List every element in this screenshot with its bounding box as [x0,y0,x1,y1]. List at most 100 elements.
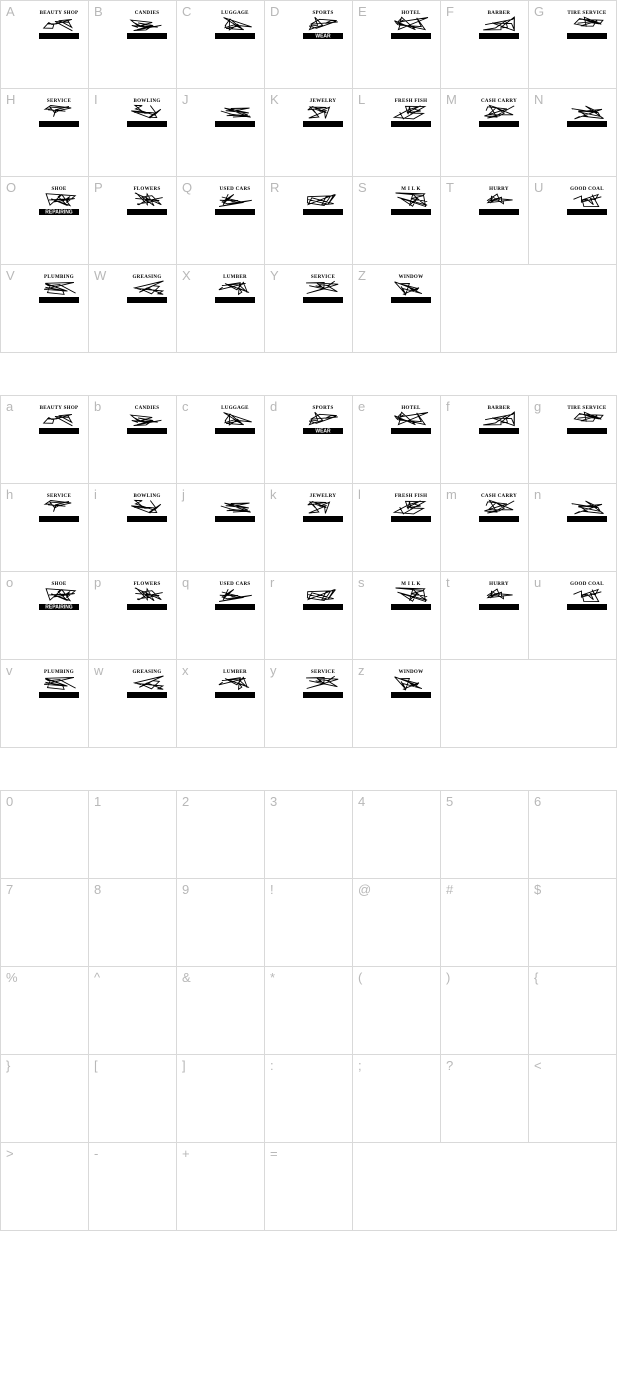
charmap-cell-label: S [358,181,367,194]
svg-text:BOWLING: BOWLING [133,494,160,499]
charmap-cell: 4 [353,791,441,879]
glyph-preview: SHOE REPAIRING [36,578,82,612]
charmap-cell-label: = [270,1147,278,1160]
charmap-cell-label: 4 [358,795,365,808]
charmap-cell-label: R [270,181,279,194]
charmap-cell-label: 5 [446,795,453,808]
charmap-cell: S M I L K [353,177,441,265]
glyph-preview: BARBER [476,7,522,41]
charmap-cell: o SHOE REPAIRING [1,572,89,660]
charmap-cell: f BARBER [441,396,529,484]
svg-text:BEAUTY SHOP: BEAUTY SHOP [40,11,79,16]
charmap-cell [529,660,617,748]
charmap-cell: Q USED CARS [177,177,265,265]
charmap-block-symbols: 0123456789!@#$%^&*(){}[]:;?<>-+= [0,790,617,1231]
glyph-preview: GOOD COAL [564,183,610,217]
glyph-preview: HOTEL [388,7,434,41]
charmap-cell: ) [441,967,529,1055]
glyph-preview [212,490,258,524]
charmap-cell-label: ( [358,971,362,984]
svg-text:PLUMBING: PLUMBING [44,670,74,675]
charmap-cell: g TIRE SERVICE [529,396,617,484]
charmap-cell-label: A [6,5,15,18]
charmap-cell: - [89,1143,177,1231]
svg-text:CASH CARRY: CASH CARRY [481,494,517,499]
charmap-cell [441,265,529,353]
charmap-cell: ( [353,967,441,1055]
charmap-cell: W GREASING [89,265,177,353]
svg-text:FLOWERS: FLOWERS [133,187,160,192]
svg-text:FLOWERS: FLOWERS [133,582,160,587]
charmap-cell-label: ] [182,1059,186,1072]
glyph-preview: LUMBER [212,271,258,305]
charmap-cell-label: F [446,5,454,18]
charmap-cell-label: [ [94,1059,98,1072]
charmap-cell: s M I L K [353,572,441,660]
charmap-cell: c LUGGAGE [177,396,265,484]
charmap-block-uppercase: A BEAUTY SHOP B CANDIES C LUGGAGE D SPOR… [0,0,617,353]
charmap-cell-label: o [6,576,13,589]
charmap-cell: 9 [177,879,265,967]
glyph-preview: GREASING [124,666,170,700]
charmap-cell: F BARBER [441,1,529,89]
charmap-cell-label: 1 [94,795,101,808]
charmap-cell: n [529,484,617,572]
charmap-cell: 6 [529,791,617,879]
glyph-preview: LUGGAGE [212,402,258,436]
charmap-cell: & [177,967,265,1055]
charmap-cell: p FLOWERS [89,572,177,660]
svg-text:TIRE SERVICE: TIRE SERVICE [567,406,606,411]
charmap-cell: j [177,484,265,572]
charmap-cell: [ [89,1055,177,1143]
glyph-preview: BARBER [476,402,522,436]
charmap-cell-label: ^ [94,971,100,984]
charmap-cell [353,1143,441,1231]
charmap-cell-label: I [94,93,98,106]
svg-text:WINDOW: WINDOW [399,670,424,675]
charmap-cell-label: e [358,400,365,413]
charmap-cell: k JEWELRY [265,484,353,572]
charmap-cell: d SPORTS WEAR [265,396,353,484]
charmap-cell: x LUMBER [177,660,265,748]
charmap-cell-label: k [270,488,277,501]
charmap-cell-label: u [534,576,541,589]
charmap-cell-label: O [6,181,16,194]
svg-text:CANDIES: CANDIES [135,406,160,411]
svg-text:CANDIES: CANDIES [135,11,160,16]
charmap-cell-label: J [182,93,189,106]
charmap-cell-label: i [94,488,97,501]
charmap-cell-label: ) [446,971,450,984]
glyph-preview: SPORTS WEAR [300,402,346,436]
charmap-cell: 0 [1,791,89,879]
charmap-cell-label: g [534,400,541,413]
charmap-cell: G TIRE SERVICE [529,1,617,89]
charmap-cell-label: # [446,883,453,896]
glyph-preview: TIRE SERVICE [564,402,610,436]
svg-text:LUMBER: LUMBER [223,670,247,675]
glyph-preview: SERVICE [300,271,346,305]
charmap-cell-label: x [182,664,189,677]
svg-text:M I L K: M I L K [401,187,420,192]
charmap-cell-label: Z [358,269,366,282]
charmap-cell-label: L [358,93,365,106]
glyph-preview: M I L K [388,183,434,217]
svg-text:PLUMBING: PLUMBING [44,275,74,280]
glyph-preview: M I L K [388,578,434,612]
charmap-cell-label: q [182,576,189,589]
charmap-cell [441,1143,529,1231]
charmap-cell-label: V [6,269,15,282]
charmap-block-lowercase: a BEAUTY SHOP b CANDIES c LUGGAGE d SPOR… [0,395,617,748]
svg-text:BARBER: BARBER [488,11,511,16]
glyph-preview [300,578,346,612]
svg-text:WEAR: WEAR [315,429,331,435]
charmap-cell-label: + [182,1147,190,1160]
svg-text:USED CARS: USED CARS [220,187,251,192]
svg-text:FRESH FISH: FRESH FISH [395,494,428,499]
charmap-cell: Y SERVICE [265,265,353,353]
svg-text:M I L K: M I L K [401,582,420,587]
charmap-cell-label: t [446,576,450,589]
charmap-cell-label: Y [270,269,279,282]
charmap-cell: E HOTEL [353,1,441,89]
charmap-cell-label: w [94,664,103,677]
charmap-cell-label: a [6,400,13,413]
